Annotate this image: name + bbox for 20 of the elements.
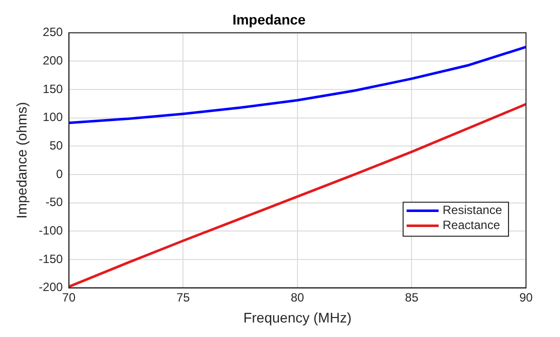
y-tick-label: 150 (42, 82, 64, 96)
x-tick-label: 80 (290, 290, 304, 304)
legend-label: Reactance (442, 218, 500, 232)
y-tick-label: 200 (42, 53, 64, 68)
x-tick-label: 90 (519, 290, 533, 304)
y-tick-label: 50 (49, 138, 64, 152)
y-tick-label: -100 (38, 223, 64, 238)
y-tick-label: 0 (56, 166, 64, 181)
x-tick-label: 75 (176, 290, 190, 304)
x-tick-label: 70 (62, 290, 76, 304)
y-axis-title: Impedance (ohms) (13, 102, 30, 219)
y-tick-label: 100 (42, 110, 64, 124)
chart-title: Impedance (232, 11, 306, 28)
legend-label: Resistance (442, 203, 502, 218)
y-tick-label: 250 (42, 25, 64, 40)
y-tick-label: -50 (45, 195, 64, 210)
y-tick-label: -150 (38, 252, 64, 266)
x-tick-label: 85 (405, 290, 419, 304)
x-axis-title: Frequency (MHz) (243, 309, 352, 326)
y-tick-label: -200 (38, 280, 64, 294)
